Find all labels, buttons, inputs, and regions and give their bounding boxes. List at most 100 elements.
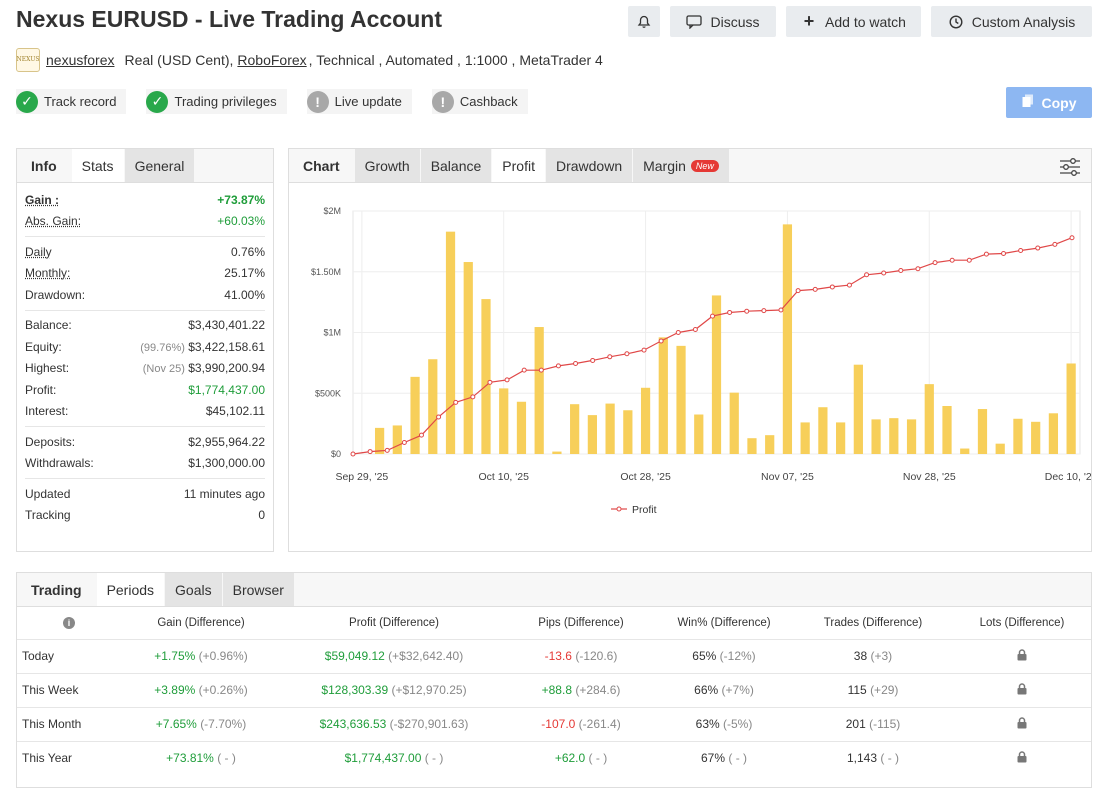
add-to-watch-button[interactable]: + Add to watch — [786, 6, 921, 37]
badge-trading-privileges[interactable]: ✓ Trading privileges — [146, 89, 287, 114]
updated-value: 11 minutes ago — [183, 486, 265, 501]
pips-diff: (+284.6) — [575, 683, 621, 697]
custom-analysis-label: Custom Analysis — [971, 13, 1076, 30]
notify-button[interactable] — [628, 6, 660, 37]
highest-value: $3,990,200.94 — [188, 361, 265, 376]
gain-diff: ( - ) — [217, 751, 236, 766]
tracking-value: 0 — [258, 508, 265, 523]
chart-panel: Chart Growth Balance Profit Drawdown Mar… — [288, 148, 1092, 552]
discuss-button[interactable]: Discuss — [670, 6, 776, 37]
header-pips: Pips (Difference) — [538, 616, 624, 629]
balance-label: Balance: — [25, 318, 72, 333]
chart-bar — [818, 407, 828, 454]
lock-icon — [1017, 648, 1027, 664]
copy-button[interactable]: Copy — [1006, 87, 1092, 118]
copy-label: Copy — [1041, 94, 1077, 111]
profit-point — [898, 268, 904, 274]
badge-label: Track record — [44, 94, 117, 109]
profit-point — [555, 363, 561, 369]
chart-bar — [995, 443, 1005, 454]
profit-point — [744, 308, 750, 314]
tab-general[interactable]: General — [124, 149, 196, 182]
monthly-label[interactable]: Monthly: — [25, 266, 71, 281]
tab-profit[interactable]: Profit — [492, 149, 546, 182]
verification-badges: ✓ Track record ✓ Trading privileges ! Live … — [16, 89, 528, 114]
x-tick-label: Oct 10, '25 — [478, 471, 529, 483]
period-label: This Week — [17, 672, 121, 707]
tab-growth[interactable]: Growth — [354, 149, 421, 182]
chart-bar — [463, 262, 473, 454]
chart-bar — [481, 299, 491, 454]
badge-live-update[interactable]: ! Live update — [306, 89, 412, 114]
profit-point — [829, 284, 835, 290]
chart-bar — [711, 295, 722, 454]
badge-label: Cashback — [459, 94, 518, 109]
gain-label[interactable]: Gain : — [25, 192, 60, 207]
gain-cell: +7.65% — [155, 717, 197, 731]
profit-point — [795, 288, 801, 294]
gain-cell: +3.89% — [154, 683, 196, 697]
monthly-value: 25.17% — [224, 266, 265, 281]
tab-chart[interactable]: Chart — [289, 149, 355, 182]
profit-point — [675, 330, 681, 335]
chart-bar — [853, 364, 863, 454]
profit-point — [1001, 251, 1007, 257]
badge-cashback[interactable]: ! Cashback — [431, 89, 528, 114]
tab-goals[interactable]: Goals — [165, 573, 223, 606]
profit-point — [487, 379, 493, 385]
profit-point — [915, 266, 921, 272]
tab-periods[interactable]: Periods — [96, 573, 166, 606]
chart-bar — [800, 422, 810, 454]
chart-bar — [374, 427, 385, 454]
username-link[interactable]: nexusforex — [46, 52, 115, 68]
profit-diff: (+$32,642.40) — [388, 649, 464, 663]
profit-point — [1035, 245, 1041, 251]
tab-stats[interactable]: Stats — [71, 149, 125, 182]
highest-label: Highest: — [25, 361, 70, 376]
tab-margin-label: Margin — [643, 157, 686, 174]
table-row: This Week +3.89% (+0.26%) $128,303.39 (+$1… — [17, 672, 1091, 707]
equity-value: $3,422,158.61 — [188, 339, 265, 354]
daily-label[interactable]: Daily — [25, 244, 52, 259]
win-cell: 66% — [694, 683, 719, 697]
profit-point — [418, 432, 424, 438]
tab-browser[interactable]: Browser — [222, 573, 295, 606]
profit-point — [453, 399, 459, 405]
win-diff: (-5%) — [723, 717, 753, 731]
tab-trading[interactable]: Trading — [17, 573, 97, 606]
profit-point — [864, 272, 870, 278]
profit-point — [932, 260, 938, 266]
tab-info[interactable]: Info — [17, 149, 72, 182]
header-win: Win% (Difference) — [677, 616, 771, 629]
profit-cell: $243,636.53 — [319, 717, 387, 731]
gain-diff: (+0.96%) — [198, 649, 248, 663]
account-details: , Technical , Automated , 1:1000 , MetaT… — [308, 52, 603, 68]
tracking-label: Tracking — [25, 508, 71, 523]
tab-margin[interactable]: Margin New — [633, 149, 730, 182]
x-tick-label: Sep 29, '25 — [335, 471, 388, 483]
profit-point — [470, 394, 476, 400]
account-type: Real (USD Cent), — [124, 52, 234, 68]
abs-gain-label[interactable]: Abs. Gain: — [25, 214, 82, 229]
chart-settings-icon[interactable] — [1059, 157, 1081, 177]
badge-track-record[interactable]: ✓ Track record — [16, 89, 127, 114]
broker-link[interactable]: RoboForex — [237, 52, 307, 68]
table-row: Today +1.75% (+0.96%) $59,049.12 (+$32,642… — [17, 638, 1091, 673]
profit-point — [504, 377, 510, 383]
period-label: This Year — [17, 740, 121, 775]
header-gain: Gain (Difference) — [157, 616, 245, 629]
info-header: i — [17, 607, 121, 639]
tab-drawdown[interactable]: Drawdown — [545, 149, 634, 182]
profit-cell: $1,774,437.00 — [344, 751, 422, 766]
check-icon: ✓ — [146, 90, 169, 113]
info-icon[interactable]: i — [63, 616, 75, 629]
profit-point — [983, 251, 989, 257]
updated-label: Updated — [25, 486, 71, 501]
custom-analysis-button[interactable]: Custom Analysis — [931, 6, 1092, 37]
page-title: Nexus EURUSD - Live Trading Account — [16, 6, 442, 32]
highest-date: (Nov 25) — [142, 363, 185, 376]
x-tick-label: Oct 28, '25 — [620, 471, 671, 483]
tab-balance[interactable]: Balance — [420, 149, 493, 182]
profit-point — [881, 270, 887, 276]
check-icon: ✓ — [16, 90, 38, 113]
